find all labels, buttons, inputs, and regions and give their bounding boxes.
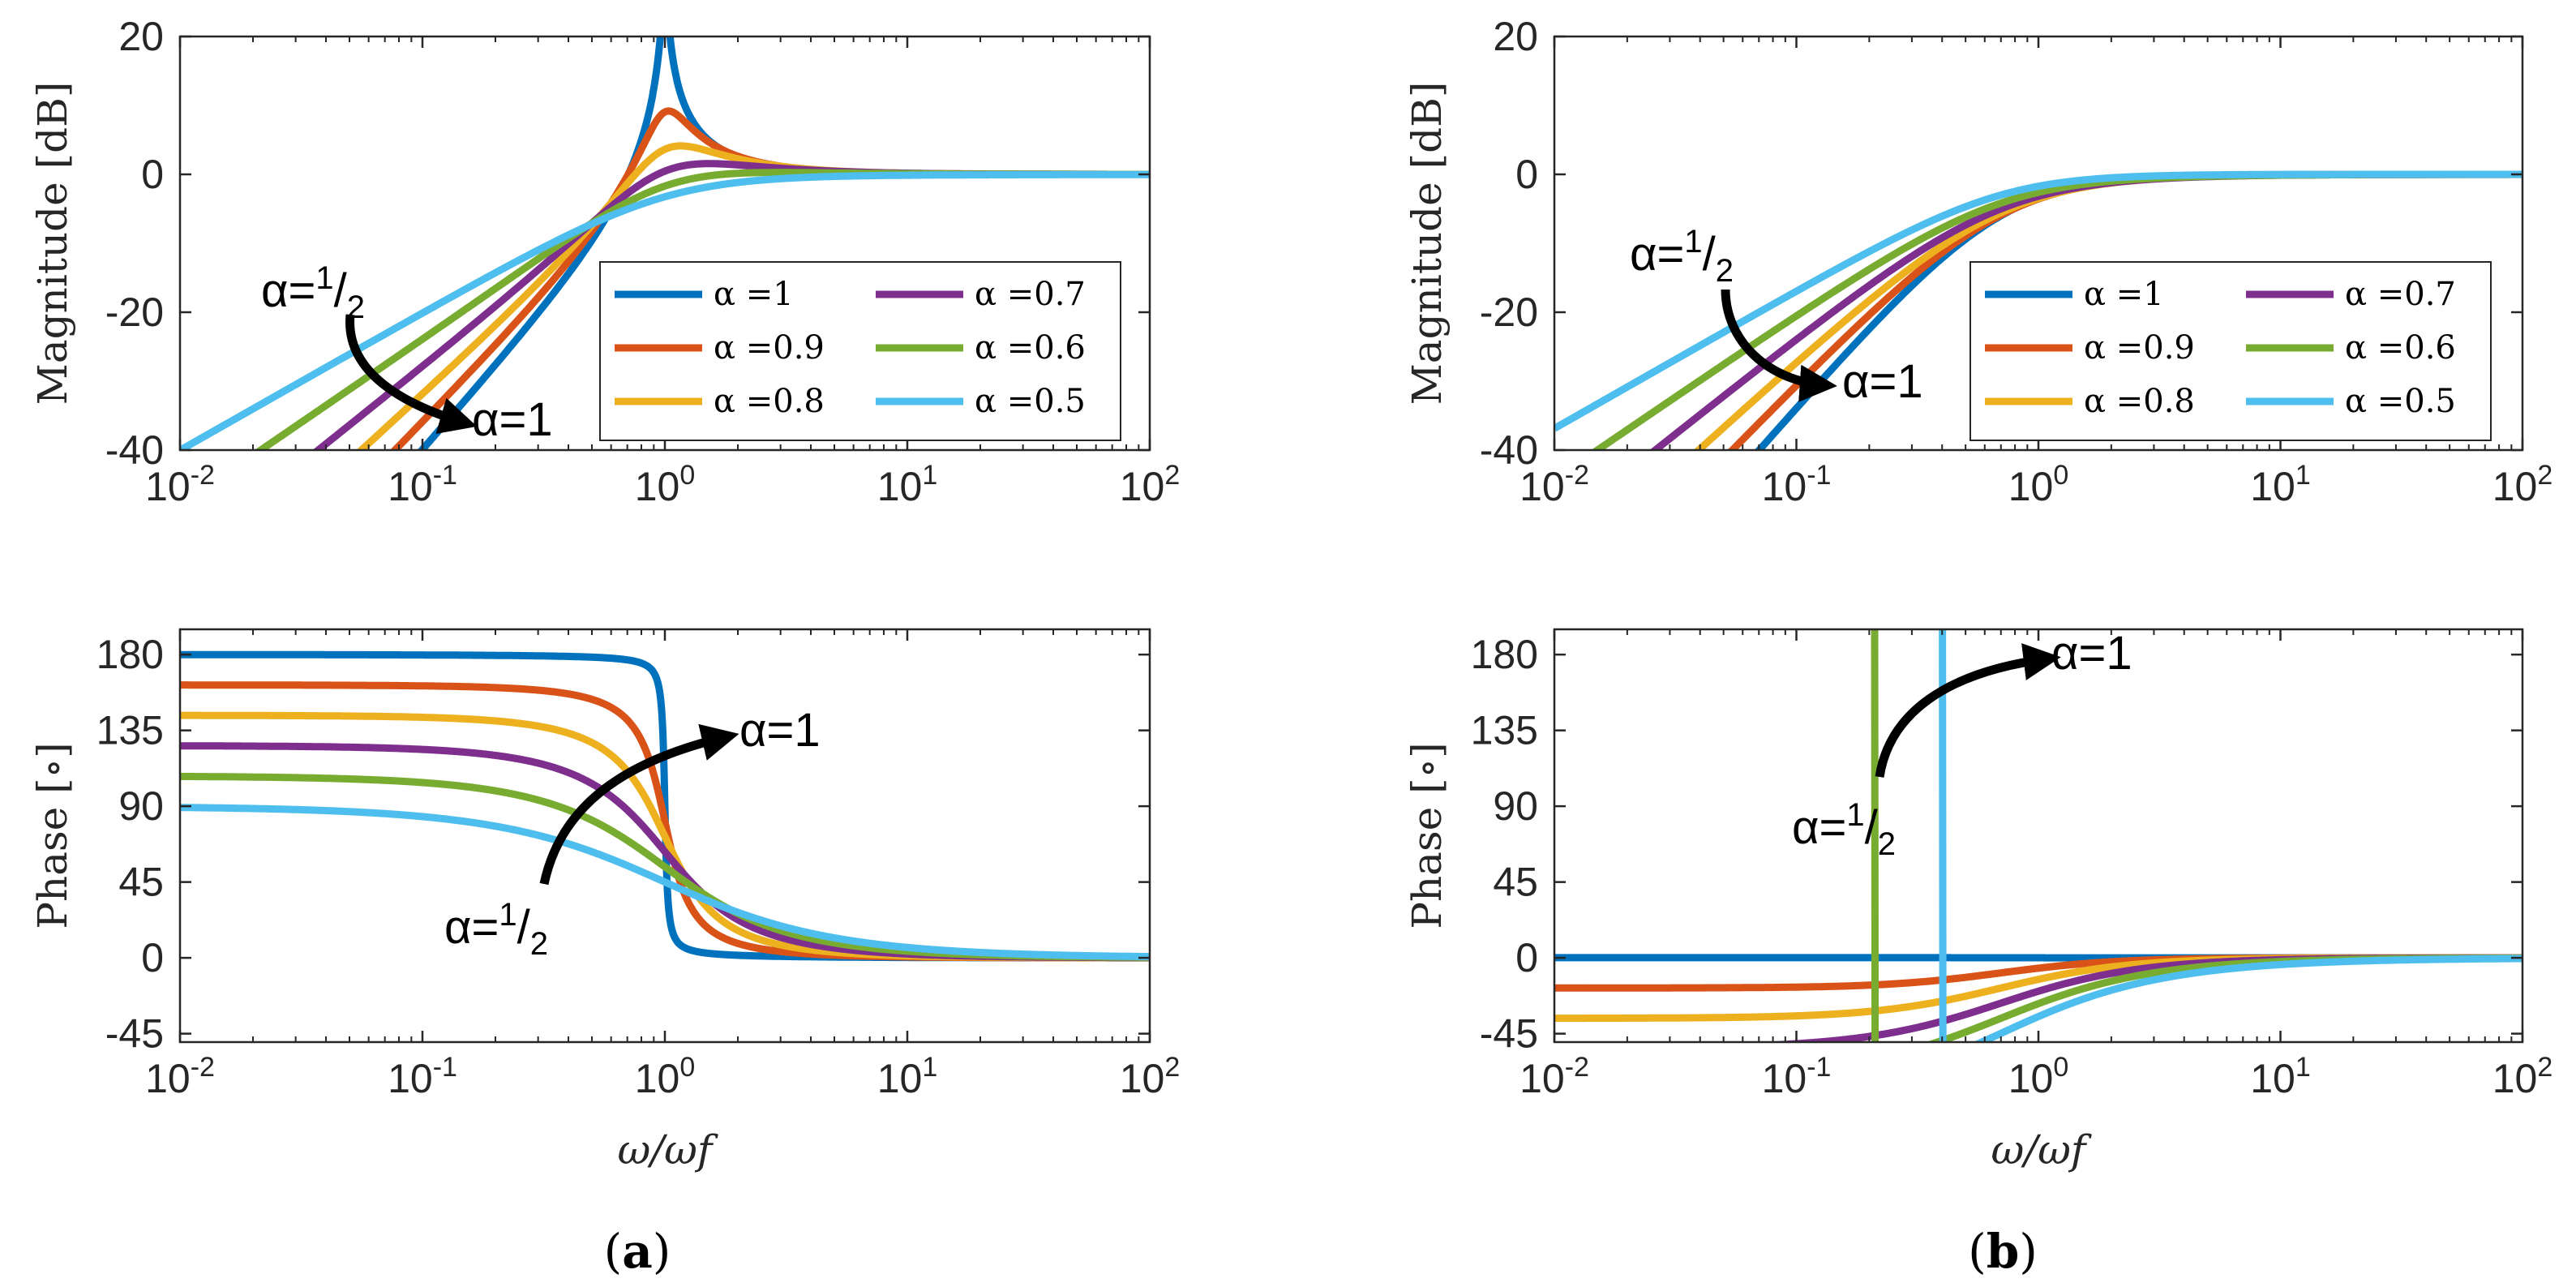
a-magnitude-legend-entry-0: α =1 [714, 276, 794, 313]
a-phase-x-tick-label: 10-1 [388, 1052, 457, 1101]
a-phase-y-tick-label: -45 [105, 1011, 164, 1057]
b-magnitude-legend-entry-5: α =0.5 [2345, 383, 2456, 420]
a-magnitude-annotation-alpha-half: α=1/2 [261, 260, 365, 325]
a-phase-y-tick-label: 180 [96, 632, 164, 677]
a-phase-y-tick-label: 135 [96, 708, 164, 753]
a-magnitude-x-tick-label: 101 [877, 460, 938, 509]
b-phase-x-tick-label: 10-1 [1762, 1052, 1832, 1101]
a-magnitude-legend-entry-2: α =0.8 [714, 383, 825, 420]
b-phase-x-tick-label: 101 [2250, 1052, 2311, 1101]
b-phase-y-tick-label: 45 [1493, 860, 1538, 905]
a-magnitude-x-tick-label: 10-1 [388, 460, 457, 509]
b-phase-y-tick-label: -45 [1480, 1011, 1538, 1057]
b-phase-y-tick-label: 90 [1493, 783, 1538, 829]
b-phase-y-tick-label: 0 [1515, 935, 1538, 980]
a-magnitude-y-tick-label: -40 [105, 427, 164, 473]
a-phase-y-tick-label: 0 [141, 935, 164, 980]
b-magnitude-ylabel: Magnitude [dB] [1404, 82, 1451, 405]
b-magnitude-y-tick-label: 20 [1493, 14, 1538, 59]
a-phase-y-tick-label: 90 [118, 783, 164, 829]
b-magnitude-x-tick-label: 102 [2492, 460, 2553, 509]
b-magnitude-x-tick-label: 10-2 [1519, 460, 1589, 509]
b-magnitude-alpha-arrow [1721, 289, 1837, 402]
b-magnitude-x-tick-label: 10-1 [1762, 460, 1832, 509]
a-phase-x-tick-label: 101 [877, 1052, 938, 1101]
b-phase-x-tick-label: 100 [2008, 1052, 2069, 1101]
a-magnitude-series-5 [180, 170, 1150, 450]
b-phase-x-tick-label: 10-2 [1519, 1052, 1589, 1101]
a-phase-annotation-alpha-half: α=1/2 [444, 897, 548, 962]
a-magnitude-legend: α =1 α =0.7 α =0.9 α =0.6 α =0.8 α =0.5 [599, 261, 1121, 441]
a-magnitude-x-tick-label: 10-2 [145, 460, 215, 509]
b-phase-annotation-alpha-half: α=1/2 [1792, 797, 1896, 862]
a-phase-xlabel: ω/ωf [618, 1126, 718, 1173]
a-phase-chart: 10-2 10-1 100 101 102 180 135 90 45 0 -45 Phase [∘]… [29, 628, 1181, 1173]
a-magnitude-x-tick-label: 102 [1120, 460, 1181, 509]
b-magnitude-legend-entry-2: α =0.8 [2084, 383, 2195, 420]
a-phase-x-tick-label: 100 [635, 1052, 696, 1101]
b-magnitude-legend-entry-0: α =1 [2084, 276, 2164, 313]
a-magnitude-legend-entry-4: α =0.6 [975, 329, 1086, 367]
a-magnitude-y-tick-label: 20 [118, 14, 164, 59]
b-phase-ylabel: Phase [∘] [1404, 742, 1451, 929]
a-phase-annotation-alpha-one: α=1 [739, 704, 821, 757]
b-magnitude-legend-entry-3: α =0.7 [2345, 276, 2456, 313]
b-magnitude-y-tick-label: 0 [1515, 152, 1538, 197]
b-magnitude-chart: 10-2 10-1 100 101 102 20 0 -20 -40 Magnitude [dB]… [1404, 14, 2553, 509]
panel-label-a: (a) [604, 1224, 671, 1279]
b-phase-plot-area [1554, 629, 2522, 1042]
b-phase-y-tick-label: 180 [1471, 632, 1538, 677]
b-phase-chart: 10-2 10-1 100 101 102 180 135 90 45 0 -45 Phase [∘]… [1404, 627, 2553, 1173]
b-magnitude-legend-entry-4: α =0.6 [2345, 329, 2456, 367]
b-magnitude-annotation-alpha-half: α=1/2 [1630, 224, 1734, 289]
a-phase-series-5 [180, 804, 1150, 961]
a-phase-y-tick-label: 45 [118, 860, 164, 905]
a-magnitude-legend-entry-3: α =0.7 [975, 276, 1086, 313]
a-magnitude-ylabel: Magnitude [dB] [29, 82, 76, 405]
b-magnitude-legend: α =1 α =0.7 α =0.9 α =0.6 α =0.8 α =0.5 [1970, 261, 2492, 441]
b-magnitude-y-tick-label: -20 [1480, 290, 1538, 335]
a-magnitude-x-tick-label: 100 [635, 460, 696, 509]
a-phase-x-tick-label: 102 [1120, 1052, 1181, 1101]
a-magnitude-y-tick-label: 0 [141, 152, 164, 197]
a-magnitude-alpha-arrow [345, 314, 478, 435]
b-phase-xlabel: ω/ωf [1991, 1126, 2092, 1173]
b-magnitude-series-5 [1554, 170, 2522, 432]
b-phase-x-tick-label: 102 [2492, 1052, 2553, 1101]
b-magnitude-annotation-alpha-one: α=1 [1842, 355, 1923, 408]
a-magnitude-chart: 10-2 10-1 100 101 102 20 0 -20 -40 Magnitude [dB]… [29, 14, 1181, 509]
a-phase-x-tick-label: 10-2 [145, 1052, 215, 1101]
a-phase-ylabel: Phase [∘] [29, 742, 76, 929]
a-magnitude-y-tick-label: -20 [105, 290, 164, 335]
b-magnitude-y-tick-label: -40 [1480, 427, 1538, 473]
a-magnitude-legend-entry-5: α =0.5 [975, 383, 1086, 420]
a-magnitude-legend-entry-1: α =0.9 [714, 329, 825, 367]
b-phase-series-5 [1939, 629, 2522, 1042]
b-phase-annotation-alpha-one: α=1 [2051, 627, 2132, 680]
b-phase-y-tick-label: 135 [1471, 708, 1538, 753]
b-phase-alpha-arrow [1875, 643, 2061, 778]
a-magnitude-annotation-alpha-one: α=1 [472, 393, 553, 446]
a-phase-alpha-arrow [539, 723, 739, 886]
b-magnitude-legend-entry-1: α =0.9 [2084, 329, 2195, 367]
b-magnitude-x-tick-label: 101 [2250, 460, 2311, 509]
b-magnitude-x-tick-label: 100 [2008, 460, 2069, 509]
panel-label-b: (b) [1968, 1224, 2038, 1279]
